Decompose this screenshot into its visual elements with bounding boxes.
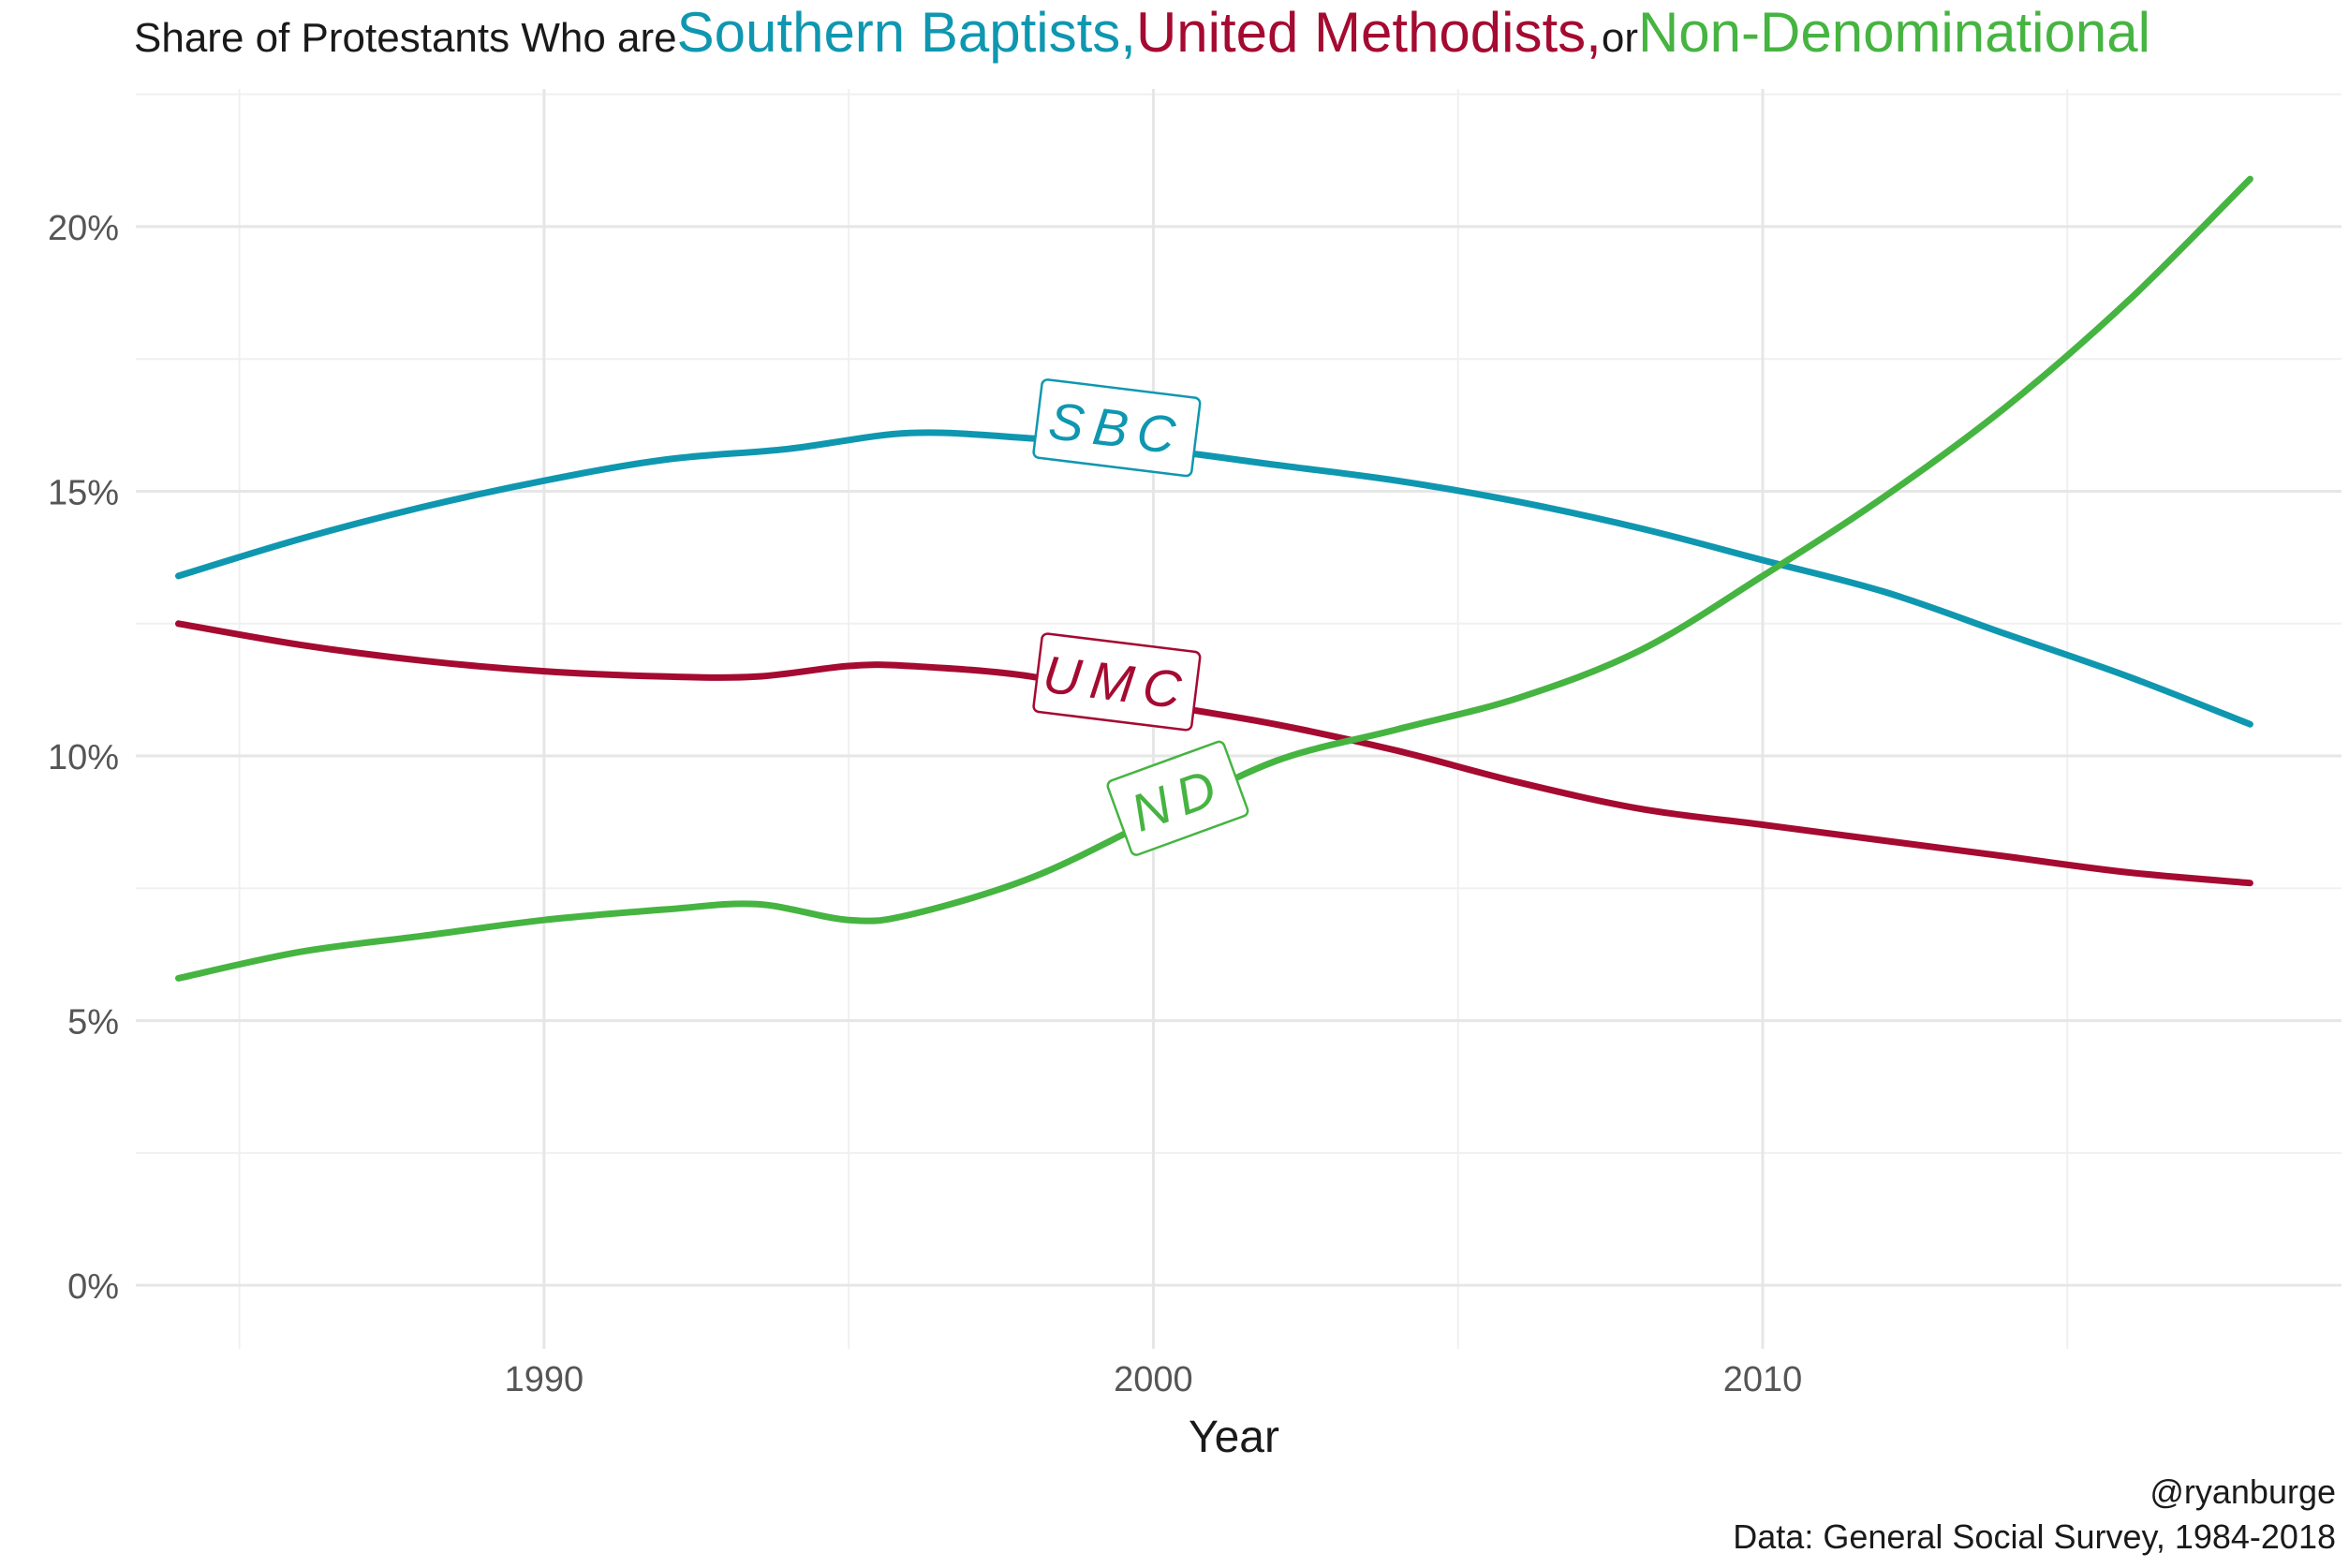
- y-tick-label: 5%: [67, 1003, 119, 1043]
- series-label-box: [1032, 632, 1202, 732]
- x-axis-title: Year: [1189, 1413, 1279, 1462]
- series-label-text: ND: [1123, 755, 1232, 843]
- x-tick-label: 1990: [505, 1360, 584, 1399]
- y-tick-label: 10%: [48, 738, 119, 777]
- series-line-sbc: [175, 429, 2253, 728]
- title-nd: Non-Denominational: [1637, 1, 2150, 64]
- title-sbc: Southern Baptists,: [676, 1, 1136, 64]
- series-label-nd: ND: [1106, 740, 1249, 856]
- title-joiner: or: [1601, 15, 1638, 61]
- series-label-box: [1106, 740, 1249, 856]
- series-label-umc: UMC: [1032, 632, 1202, 732]
- title-prefix: Share of Protestants Who are: [134, 15, 677, 61]
- series-label-sbc: SBC: [1032, 378, 1202, 478]
- x-tick-label: 2000: [1114, 1360, 1193, 1399]
- x-tick-label: 2010: [1723, 1360, 1803, 1399]
- series-label-box: [1032, 378, 1202, 478]
- caption-source: Data: General Social Survey, 1984-2018: [1733, 1517, 2336, 1556]
- y-tick-label: 20%: [48, 209, 119, 248]
- chart-title: Share of Protestants Who are Southern Ba…: [134, 0, 2150, 75]
- y-tick-label: 15%: [48, 473, 119, 512]
- title-umc: United Methodists,: [1135, 1, 1602, 64]
- caption-handle: @ryanburge: [2150, 1472, 2336, 1511]
- series-line-nd: [175, 175, 2253, 982]
- y-tick-label: 0%: [67, 1267, 119, 1307]
